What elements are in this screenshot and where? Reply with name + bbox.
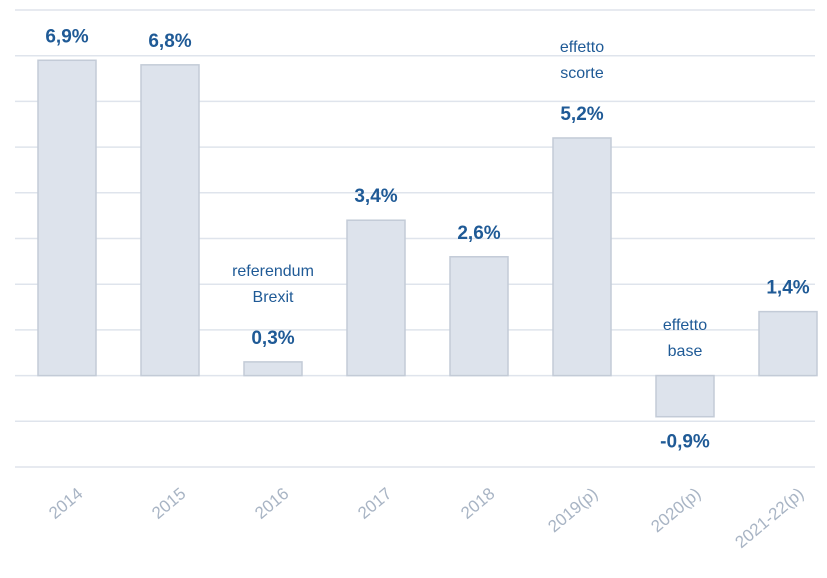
value-label: -0,9%: [660, 432, 710, 453]
value-label: 0,3%: [251, 328, 294, 349]
x-tick-label: 2017: [354, 484, 395, 523]
x-tick-label: 2018: [457, 484, 498, 523]
value-label: 1,4%: [766, 278, 809, 299]
annotation: Brexit: [253, 289, 294, 306]
x-tick-label: 2016: [251, 484, 292, 523]
value-label: 5,2%: [560, 104, 603, 125]
value-label: 3,4%: [354, 186, 397, 207]
annotation: scorte: [560, 65, 604, 82]
bar: [758, 310, 818, 377]
bar: [346, 219, 406, 377]
bar: [37, 59, 97, 377]
bar: [552, 137, 612, 377]
x-tick-label: 2019(p): [544, 484, 601, 536]
bar: [243, 361, 303, 377]
value-label: 6,8%: [148, 31, 191, 52]
bar: [655, 374, 715, 418]
annotation: referendum: [232, 263, 314, 280]
value-label: 2,6%: [457, 223, 500, 244]
annotation: base: [668, 343, 703, 360]
bar: [140, 64, 200, 377]
x-tick-label: 2015: [148, 484, 189, 523]
annotation: effetto: [663, 317, 707, 334]
bar: [449, 256, 509, 377]
x-tick-label: 2014: [45, 484, 86, 523]
annotation: effetto: [560, 39, 604, 56]
value-label: 6,9%: [45, 26, 88, 47]
x-tick-label: 2020(p): [647, 484, 704, 536]
x-tick-label: 2021-22(p): [732, 484, 808, 552]
